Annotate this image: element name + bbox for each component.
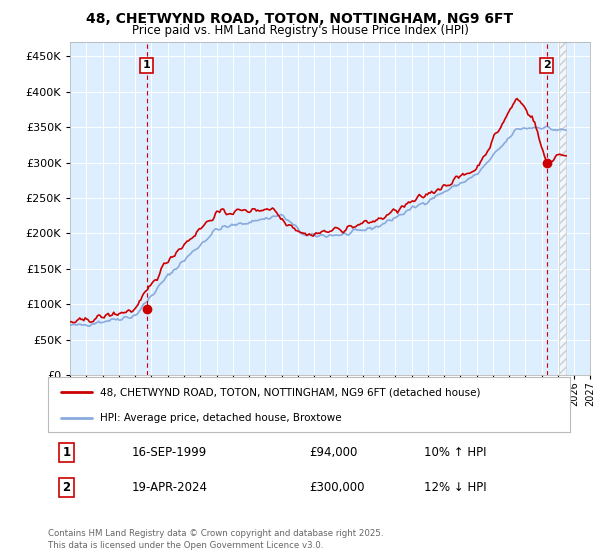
Text: 2: 2 — [62, 481, 70, 494]
Text: 12% ↓ HPI: 12% ↓ HPI — [424, 481, 487, 494]
Text: 48, CHETWYND ROAD, TOTON, NOTTINGHAM, NG9 6FT (detached house): 48, CHETWYND ROAD, TOTON, NOTTINGHAM, NG… — [100, 388, 481, 398]
Text: £94,000: £94,000 — [309, 446, 358, 459]
Text: Price paid vs. HM Land Registry's House Price Index (HPI): Price paid vs. HM Land Registry's House … — [131, 24, 469, 36]
Text: 10% ↑ HPI: 10% ↑ HPI — [424, 446, 487, 459]
Text: 48, CHETWYND ROAD, TOTON, NOTTINGHAM, NG9 6FT: 48, CHETWYND ROAD, TOTON, NOTTINGHAM, NG… — [86, 12, 514, 26]
Text: 1: 1 — [62, 446, 70, 459]
Text: HPI: Average price, detached house, Broxtowe: HPI: Average price, detached house, Brox… — [100, 413, 342, 423]
Text: Contains HM Land Registry data © Crown copyright and database right 2025.
This d: Contains HM Land Registry data © Crown c… — [48, 529, 383, 550]
Text: 1: 1 — [143, 60, 151, 71]
Text: 19-APR-2024: 19-APR-2024 — [131, 481, 208, 494]
Text: 16-SEP-1999: 16-SEP-1999 — [131, 446, 207, 459]
Text: £300,000: £300,000 — [309, 481, 365, 494]
Text: 2: 2 — [542, 60, 550, 71]
